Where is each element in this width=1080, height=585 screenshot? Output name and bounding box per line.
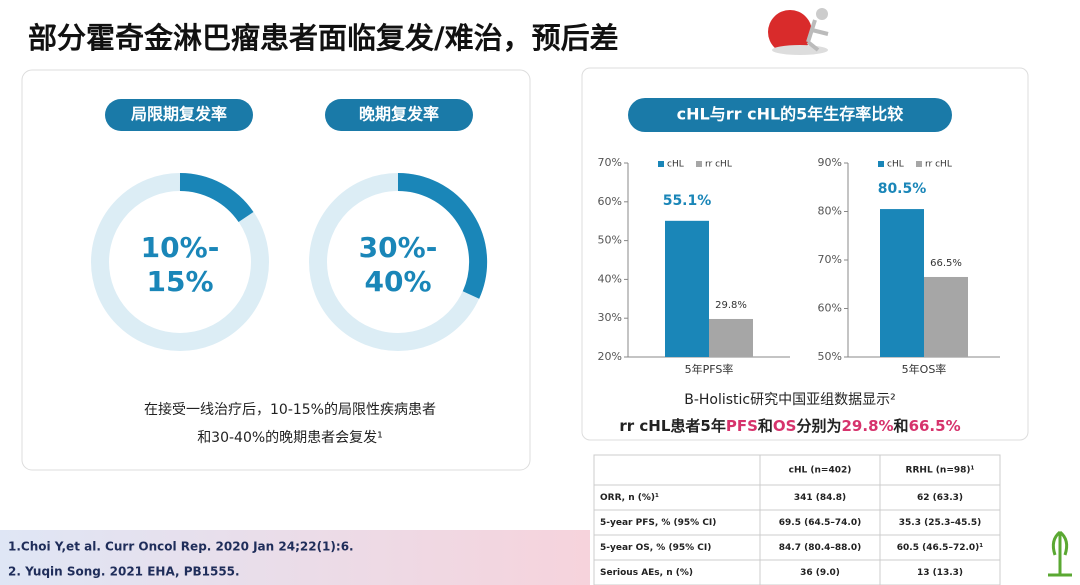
legend-swatch — [658, 161, 664, 167]
summary-part: 分别为 — [796, 417, 841, 435]
y-tick-label: 20% — [598, 350, 622, 363]
y-tick-label: 70% — [818, 253, 842, 266]
note-line: 和30-40%的晚期患者会复发¹ — [197, 429, 383, 446]
donut-arc — [179, 173, 254, 223]
left-panel — [21, 69, 531, 471]
legend-label: cHL — [887, 160, 904, 170]
summary-part: 29.8% — [842, 417, 894, 435]
logo — [1048, 530, 1072, 577]
value-label: 80.5% — [878, 181, 927, 197]
y-tick-label: 50% — [818, 350, 842, 363]
summary-part: 和 — [894, 417, 909, 435]
legend-label: cHL — [667, 160, 684, 170]
x-tick-label: 5年PFS率 — [685, 362, 734, 376]
pill — [105, 99, 253, 131]
legend-swatch — [696, 161, 702, 167]
table-cell: 5-year OS, % (95% CI) — [600, 543, 711, 553]
pill — [628, 98, 952, 132]
value-label: 66.5% — [930, 258, 962, 269]
donut-label: 30%-40% — [359, 231, 438, 298]
legend-label: rr cHL — [925, 160, 952, 170]
table-cell: 62 (63.3) — [917, 493, 963, 503]
donut-line: 10%- — [141, 231, 220, 264]
table-header: RRHL (n=98)¹ — [906, 466, 975, 476]
summary: B-Holistic研究中国亚组数据显示² — [684, 392, 896, 408]
reference-band — [0, 530, 590, 585]
pill-label: 晚期复发率 — [359, 105, 439, 124]
y-tick-label: 40% — [598, 272, 622, 285]
value-label: 55.1% — [663, 193, 712, 209]
legend-swatch — [878, 161, 884, 167]
y-tick-label: 60% — [818, 302, 842, 315]
donut-line: 15% — [146, 265, 213, 298]
table-cell: Serious AEs, n (%) — [600, 568, 693, 578]
slide-title: 部分霍奇金淋巴瘤患者面临复发/难治，预后差 — [28, 21, 619, 55]
reference: 1.Choi Y,et al. Curr Oncol Rep. 2020 Jan… — [8, 540, 354, 554]
table-cell: 60.5 (46.5–72.0)¹ — [897, 543, 983, 553]
reference: 2. Yuqin Song. 2021 EHA, PB1555. — [8, 565, 240, 579]
donut-label: 10%-15% — [141, 231, 220, 298]
table-cell: 84.7 (80.4–88.0) — [779, 543, 861, 553]
title-icon — [768, 8, 829, 55]
table: cHL (n=402) RRHL (n=98)¹ ORR, n (%)¹ 341 (8… — [593, 454, 1001, 585]
pill-label: cHL与rr cHL的5年生存率比较 — [677, 105, 904, 124]
table-cell: 35.3 (25.3–45.5) — [899, 518, 981, 528]
summary-part: OS — [773, 417, 797, 435]
table-cell: 341 (84.8) — [794, 493, 846, 503]
table-cell: 13 (13.3) — [917, 568, 963, 578]
bar — [709, 318, 753, 357]
pill — [325, 99, 473, 131]
table-cell: ORR, n (%)¹ — [600, 493, 659, 503]
y-tick-label: 80% — [818, 205, 842, 218]
summary-part: 和 — [758, 417, 773, 435]
y-tick-label: 90% — [818, 156, 842, 169]
note-line: 在接受一线治疗后，10-15%的局限性疾病患者 — [144, 401, 436, 418]
y-tick-label: 50% — [598, 234, 622, 247]
bar — [924, 276, 968, 357]
bar — [880, 209, 924, 357]
y-tick-label: 60% — [598, 195, 622, 208]
charts: 20% 30% 40% 50% 60% 70% cHL rr cHL 5年PFS率 55.1% 29… — [598, 156, 1000, 376]
donut-line: 40% — [364, 265, 431, 298]
summary-part: PFS — [726, 417, 758, 435]
summary-part: 66.5% — [909, 417, 961, 435]
pill-label: 局限期复发率 — [131, 105, 227, 124]
legend-label: rr cHL — [705, 160, 732, 170]
legend-swatch — [916, 161, 922, 167]
y-tick-label: 70% — [598, 156, 622, 169]
summary-part: rr cHL患者5年 — [619, 417, 725, 435]
y-tick-label: 30% — [598, 311, 622, 324]
table-frame — [593, 454, 1001, 585]
donut-arc — [397, 172, 488, 299]
table-cell: 36 (9.0) — [800, 568, 840, 578]
summary-colored: rr cHL患者5年PFS和OS分别为29.8%和66.5% — [619, 417, 960, 435]
table-cell: 69.5 (64.5–74.0) — [779, 518, 861, 528]
donut-line: 30%- — [359, 231, 438, 264]
table-header: cHL (n=402) — [789, 466, 852, 476]
bar — [665, 220, 709, 357]
x-tick-label: 5年OS率 — [902, 362, 947, 376]
table-cell: 5-year PFS, % (95% CI) — [600, 518, 716, 528]
value-label: 29.8% — [715, 300, 747, 311]
